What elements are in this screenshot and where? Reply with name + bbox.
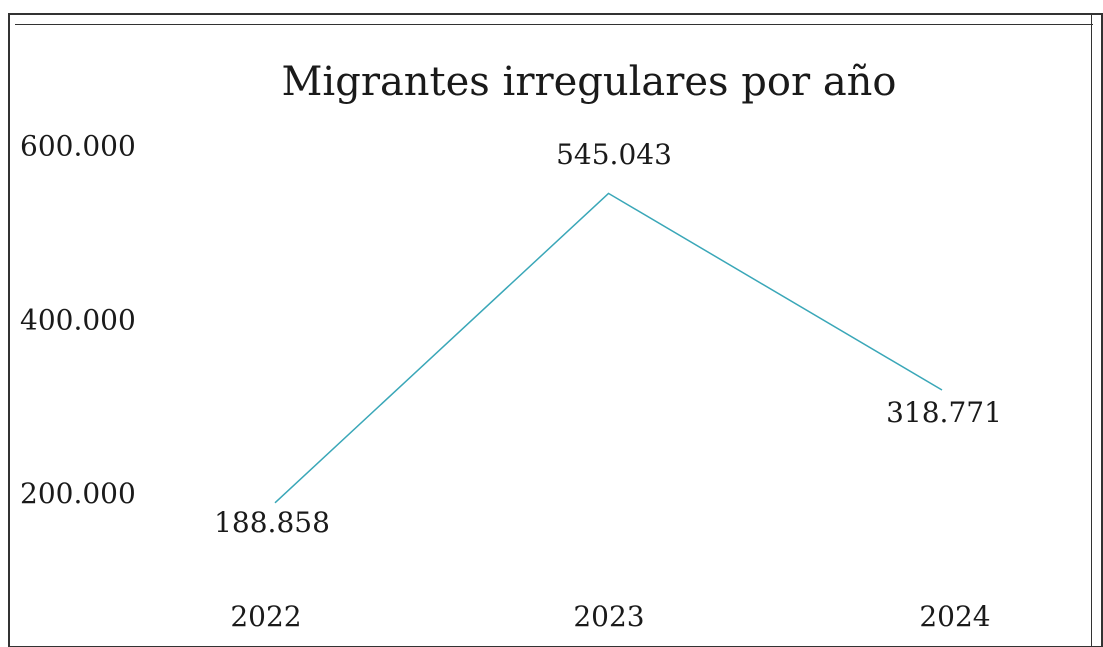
chart-title: Migrantes irregulares por año <box>281 59 896 105</box>
data-label: 318.771 <box>886 396 1002 429</box>
series-line <box>274 192 943 504</box>
y-tick-label: 200.000 <box>20 477 136 510</box>
y-tick-label: 600.000 <box>20 130 136 163</box>
data-labels: 188.858 545.043 318.771 <box>214 138 1002 539</box>
x-tick-label: 2022 <box>230 600 301 633</box>
frame-inner-top-line <box>15 24 1093 25</box>
y-tick-label: 400.000 <box>20 303 136 336</box>
frame-inner-right-line <box>1091 13 1092 647</box>
series-group <box>274 192 943 504</box>
y-axis-ticks: 200.000 400.000 600.000 <box>20 130 136 510</box>
data-label: 545.043 <box>556 138 672 171</box>
x-tick-label: 2024 <box>919 600 990 633</box>
data-label: 188.858 <box>214 506 330 539</box>
x-axis-ticks: 2022 2023 2024 <box>230 600 990 633</box>
x-tick-label: 2023 <box>573 600 644 633</box>
chart-frame <box>8 13 1103 647</box>
